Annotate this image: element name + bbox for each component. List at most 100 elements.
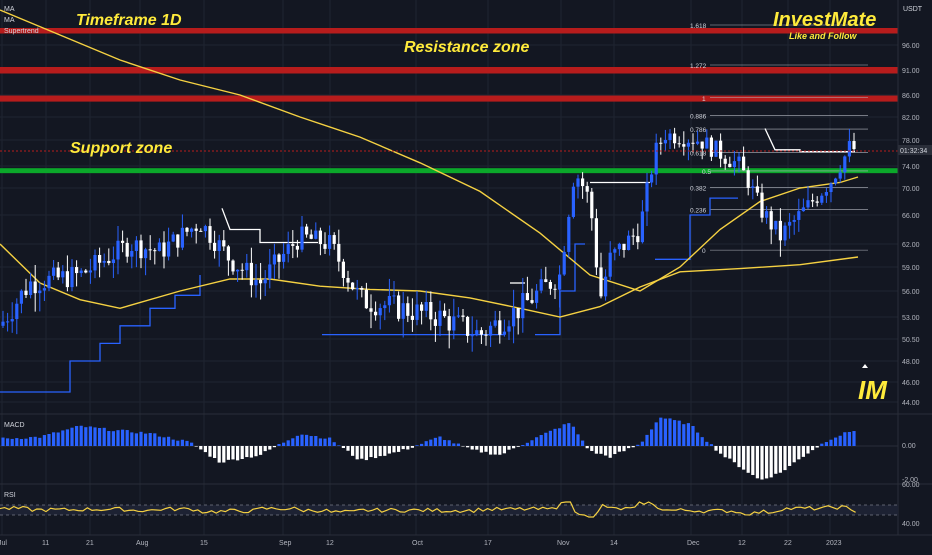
macd-bar <box>79 425 83 446</box>
macd-bar <box>645 434 649 446</box>
macd-bar <box>806 446 810 454</box>
candle-body <box>121 240 125 243</box>
macd-bar <box>226 446 230 460</box>
candle-body <box>217 240 221 251</box>
macd-bar <box>705 441 709 446</box>
macd-bar <box>1 437 5 446</box>
candle-body <box>548 282 552 289</box>
macd-tick-label: 0.00 <box>902 443 916 450</box>
time-label: Nov <box>557 540 570 547</box>
candle-body <box>852 141 856 150</box>
candle-body <box>351 282 355 290</box>
ma-long-line <box>0 9 859 292</box>
candle-body <box>746 170 750 188</box>
macd-tick-label: -2.00 <box>902 477 918 484</box>
price-tick-label: 53.00 <box>902 315 920 322</box>
candle-body <box>171 234 175 242</box>
candle-body <box>576 178 580 187</box>
candle-body <box>535 290 539 303</box>
candle-body <box>176 234 180 248</box>
candle-body <box>102 260 106 263</box>
candle-body <box>553 288 557 290</box>
candle-body <box>622 243 626 250</box>
macd-bar <box>456 443 460 446</box>
candle-body <box>15 303 19 320</box>
supertrend-segment-0 <box>0 275 201 393</box>
macd-bar <box>291 438 295 446</box>
candle-body <box>714 140 718 157</box>
candle-body <box>263 278 267 284</box>
time-label: Oct <box>412 540 423 547</box>
candle-body <box>268 264 272 279</box>
legend-ma-1[interactable]: MA <box>4 6 15 13</box>
candle-body <box>406 303 410 316</box>
macd-bar <box>424 441 428 446</box>
price-axis-ticks: 96.00 91.00 86.00 82.00 78.00 74.00 70.00 66.00… <box>902 43 920 407</box>
candle-body <box>659 142 663 144</box>
time-label: Aug <box>136 540 149 547</box>
macd-bar <box>659 417 663 446</box>
fib-label-1.618: 1.618 <box>690 23 707 30</box>
candle-body <box>355 287 359 290</box>
current-price-tag[interactable] <box>898 145 932 155</box>
macd-bar <box>75 426 79 446</box>
candle-body <box>502 331 506 335</box>
macd-bar <box>723 446 727 458</box>
time-label: 14 <box>610 540 618 547</box>
legend-supertrend[interactable]: Supertrend <box>4 28 39 35</box>
time-label: 17 <box>484 540 492 547</box>
candle-body <box>700 141 704 149</box>
macd-bar <box>369 446 373 458</box>
time-axis-labels: Jul 11 21 Aug 15 Sep 12 Oct 17 Nov 14 Dec 12 22 2023 <box>0 540 842 547</box>
candle-body <box>493 320 497 326</box>
resistance-annotation: Resistance zone <box>404 39 529 56</box>
candle-body <box>282 253 286 262</box>
macd-bar <box>52 432 56 446</box>
rsi-panel-label[interactable]: RSI <box>4 492 16 499</box>
candle-body <box>723 158 727 164</box>
legend-ma-2[interactable]: MA <box>4 17 15 24</box>
macd-bar <box>420 443 424 446</box>
macd-bar <box>203 446 207 453</box>
candle-body <box>843 156 847 173</box>
macd-bar <box>374 446 378 459</box>
macd-bar <box>148 433 152 446</box>
candle-body <box>139 240 143 259</box>
macd-bar <box>650 429 654 446</box>
macd-bar <box>516 446 520 447</box>
rsi-line <box>0 501 856 518</box>
macd-bar <box>88 426 92 446</box>
macd-bar <box>176 440 180 446</box>
candle-body <box>314 230 318 239</box>
candle-body <box>130 251 134 257</box>
macd-bar <box>10 438 14 446</box>
candle-body <box>466 316 470 336</box>
macd-bar <box>429 439 433 446</box>
macd-bar <box>452 443 456 446</box>
candle-body <box>811 200 815 202</box>
candle-body <box>847 141 851 157</box>
candle-body <box>42 288 46 291</box>
price-tick-label: 86.00 <box>902 93 920 100</box>
candle-body <box>613 249 617 253</box>
time-label: 21 <box>86 540 94 547</box>
macd-bar <box>788 446 792 466</box>
candle-body <box>6 321 10 323</box>
candle-body <box>180 227 184 248</box>
candle-body <box>360 287 364 290</box>
macd-bar <box>673 420 677 446</box>
macd-bar <box>309 436 313 446</box>
macd-bar <box>401 446 405 450</box>
macd-bar <box>525 442 529 446</box>
macd-bar <box>530 440 534 446</box>
macd-bar <box>829 439 833 446</box>
macd-panel-label[interactable]: MACD <box>4 422 25 429</box>
candle-body <box>627 235 631 250</box>
macd-bar <box>438 436 442 446</box>
resistance-zone-2 <box>0 95 898 102</box>
macd-bar <box>102 427 106 446</box>
macd-bar <box>392 446 396 453</box>
currency-label: USDT <box>903 6 923 13</box>
macd-bar <box>742 446 746 470</box>
